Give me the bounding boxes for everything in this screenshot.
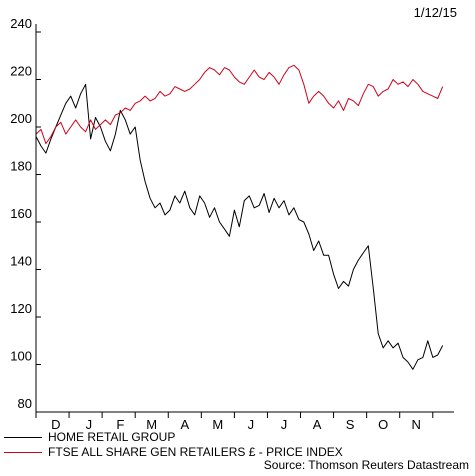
y-tick-label: 140: [10, 254, 32, 269]
x-tick-label: D: [51, 417, 60, 432]
x-tick-label: J: [281, 417, 288, 432]
y-tick-label: 80: [18, 396, 32, 411]
x-tick-label: J: [248, 417, 255, 432]
legend-item-ftse-retailers: FTSE ALL SHARE GEN RETAILERS £ - PRICE I…: [4, 445, 343, 459]
source-note: Source: Thomson Reuters Datastream: [263, 458, 469, 472]
y-tick-label: 100: [10, 349, 32, 364]
legend-label: FTSE ALL SHARE GEN RETAILERS £ - PRICE I…: [48, 445, 343, 459]
x-tick-label: N: [412, 417, 421, 432]
x-tick-label: S: [346, 417, 355, 432]
legend-item-home-retail: HOME RETAIL GROUP: [4, 430, 175, 444]
y-axis: 80 100 120 140 160 180 200 220 240: [10, 16, 41, 413]
x-tick-label: M: [212, 417, 223, 432]
legend-swatch-red: [4, 451, 42, 453]
y-tick-label: 200: [10, 111, 32, 126]
date-label: 1/12/15: [413, 5, 457, 20]
x-tick-label: F: [116, 417, 124, 432]
y-tick-label: 180: [10, 159, 32, 174]
y-tick-label: 120: [10, 301, 32, 316]
legend-swatch-black: [4, 436, 42, 438]
series-line-home-retail: [35, 83, 444, 370]
series-lines: [35, 64, 444, 370]
y-tick-label: 240: [10, 16, 32, 31]
x-tick-label: J: [86, 417, 93, 432]
x-tick-label: A: [180, 417, 189, 432]
legend-label: HOME RETAIL GROUP: [48, 430, 176, 444]
y-tick-label: 220: [10, 64, 32, 79]
series-line-ftse-retailers: [35, 64, 444, 145]
y-tick-label: 160: [10, 206, 32, 221]
x-tick-label: A: [313, 417, 322, 432]
axis-frame: [35, 24, 454, 413]
x-tick-label: M: [146, 417, 157, 432]
x-tick-label: O: [378, 417, 388, 432]
